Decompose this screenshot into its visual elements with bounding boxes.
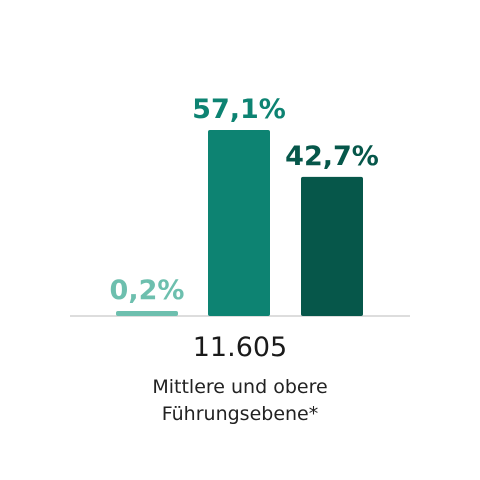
bar-2 (208, 130, 270, 316)
bar-value-label-1: 0,2% (110, 275, 185, 306)
bar-value-label-2: 57,1% (192, 94, 286, 125)
bar-value-label-3: 42,7% (285, 141, 379, 172)
bar-3 (301, 176, 363, 316)
category-label-line-2: Führungsebene* (161, 402, 319, 425)
category-label: Mittlere und obere Führungsebene* (0, 374, 480, 427)
bar-1 (116, 311, 178, 316)
group-total: 11.605 (192, 332, 288, 363)
category-label-line-1: Mittlere und obere (152, 376, 328, 398)
